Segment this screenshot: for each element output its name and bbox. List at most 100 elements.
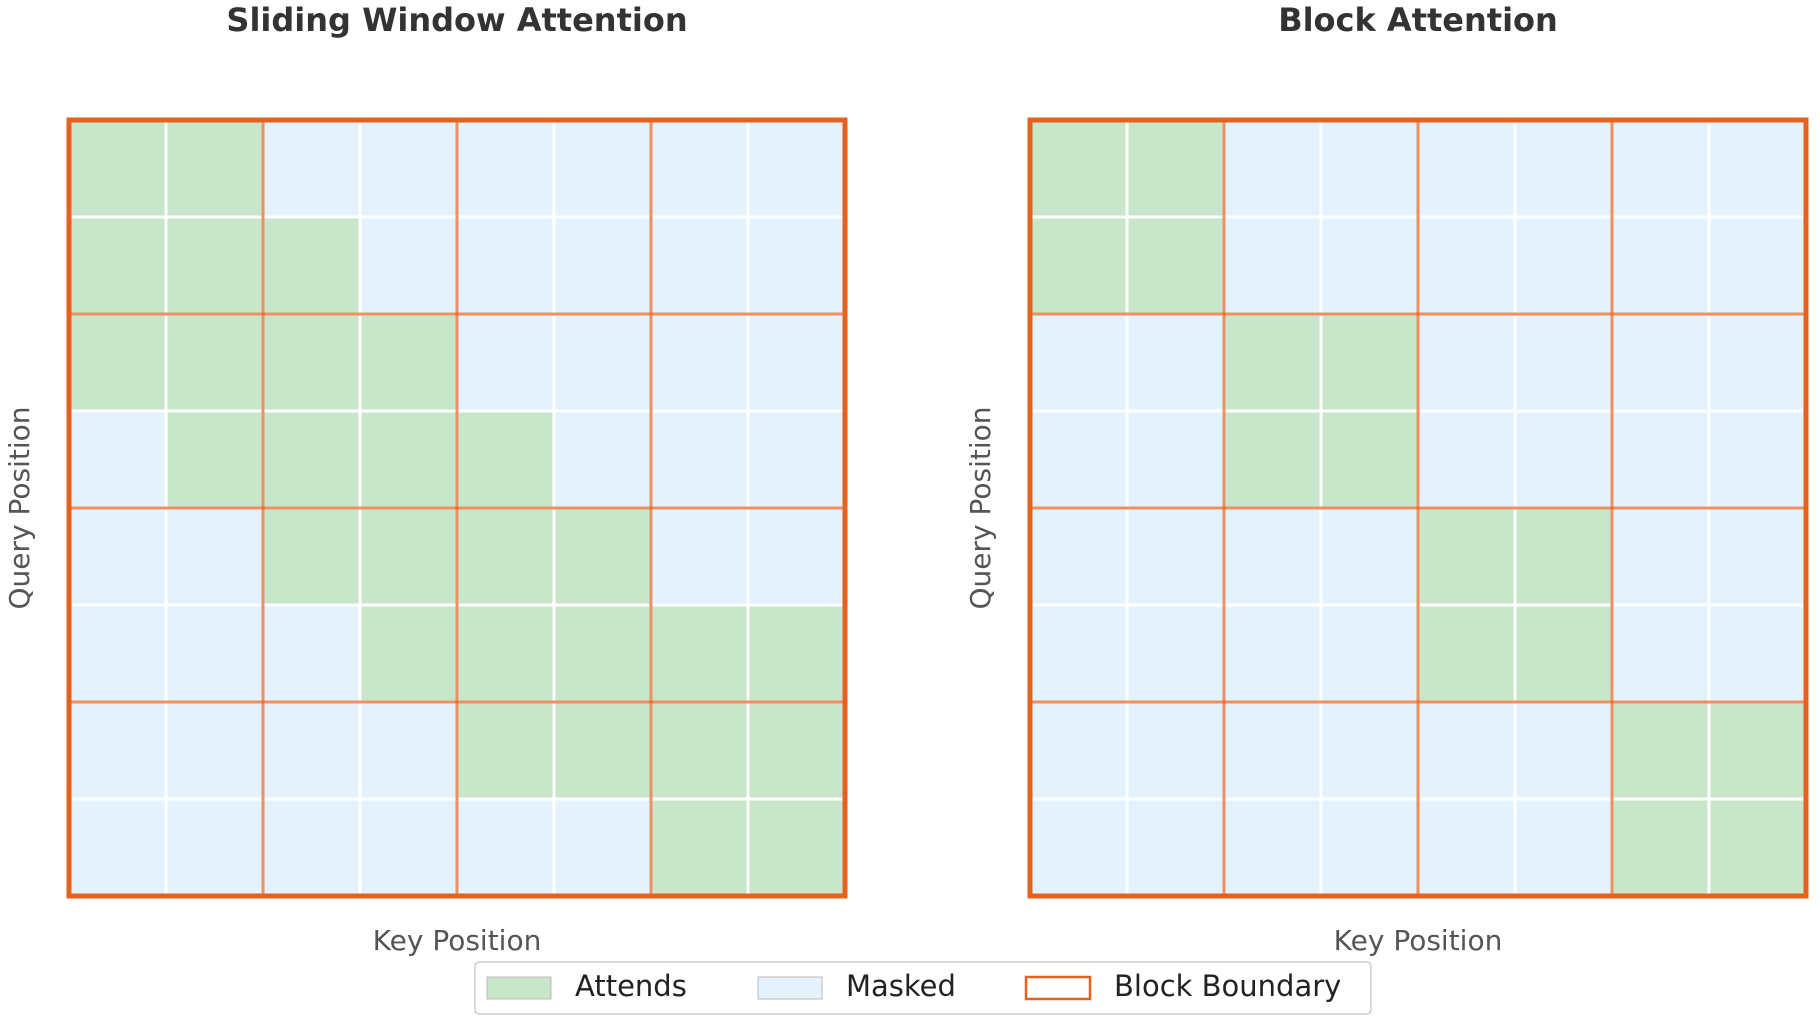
mask-cell — [164, 409, 265, 510]
legend-swatch — [757, 976, 823, 1000]
legend-swatch — [1024, 975, 1092, 1001]
mask-cell — [649, 506, 750, 607]
mask-cell — [746, 797, 847, 898]
mask-cell — [164, 118, 265, 219]
mask-cell — [1028, 797, 1129, 898]
mask-cell — [649, 603, 750, 704]
mask-cell — [1319, 409, 1420, 510]
panel: Sliding Window Attention Key Position Quer… — [3, 1, 848, 957]
mask-cell — [1222, 215, 1323, 316]
mask-cell — [1707, 312, 1808, 413]
legend: Attends Masked Block Boundary — [474, 961, 1372, 1015]
mask-cell — [1513, 118, 1614, 219]
mask-cell — [67, 312, 168, 413]
mask-cell — [1319, 215, 1420, 316]
mask-cell — [1319, 312, 1420, 413]
y-axis-label: Query Position — [964, 406, 997, 609]
mask-cell — [455, 312, 556, 413]
mask-cell — [1707, 506, 1808, 607]
mask-cell — [1513, 797, 1614, 898]
mask-cell — [1707, 700, 1808, 801]
grid-border — [1027, 117, 1809, 899]
mask-cell — [552, 603, 653, 704]
mask-cell — [1125, 409, 1226, 510]
mask-cell — [1125, 312, 1226, 413]
mask-cell — [1222, 312, 1323, 413]
mask-cell — [1319, 506, 1420, 607]
mask-cell — [552, 118, 653, 219]
mask-cell — [1125, 118, 1226, 219]
mask-cell — [1416, 215, 1517, 316]
mask-cell — [552, 700, 653, 801]
mask-cell — [1610, 700, 1711, 801]
mask-cell — [1610, 215, 1711, 316]
mask-cell — [358, 215, 459, 316]
mask-cell — [1319, 700, 1420, 801]
mask-cell — [67, 700, 168, 801]
y-axis-label: Query Position — [3, 406, 36, 609]
mask-cell — [164, 312, 265, 413]
mask-cell — [455, 215, 556, 316]
mask-cell — [1028, 506, 1129, 607]
mask-cell — [1125, 603, 1226, 704]
mask-cell — [552, 312, 653, 413]
panel-title: Sliding Window Attention — [226, 1, 687, 39]
mask-cell — [1222, 118, 1323, 219]
mask-cell — [455, 797, 556, 898]
mask-cell — [261, 797, 362, 898]
panel: Block Attention Key Position Query Positio… — [964, 1, 1809, 957]
mask-cell — [746, 603, 847, 704]
mask-cell — [1222, 603, 1323, 704]
mask-cell — [261, 409, 362, 510]
mask-cell — [261, 215, 362, 316]
mask-cell — [1028, 215, 1129, 316]
legend-label: Masked — [846, 969, 956, 1003]
mask-cell — [1416, 409, 1517, 510]
mask-cell — [1513, 603, 1614, 704]
mask-cell — [552, 215, 653, 316]
mask-cell — [746, 312, 847, 413]
mask-cell — [1222, 797, 1323, 898]
mask-cell — [358, 797, 459, 898]
x-axis-label: Key Position — [373, 924, 542, 957]
mask-cell — [649, 797, 750, 898]
mask-cell — [67, 603, 168, 704]
mask-cell — [1125, 506, 1226, 607]
mask-cell — [1416, 506, 1517, 607]
mask-cell — [1513, 700, 1614, 801]
mask-cell — [649, 312, 750, 413]
mask-cell — [1222, 409, 1323, 510]
mask-cell — [1513, 312, 1614, 413]
mask-cell — [1610, 797, 1711, 898]
mask-cell — [1707, 409, 1808, 510]
mask-cell — [1416, 700, 1517, 801]
legend-swatch — [486, 976, 552, 1000]
mask-cell — [1707, 215, 1808, 316]
mask-cell — [455, 409, 556, 510]
mask-cell — [455, 603, 556, 704]
mask-cell — [1513, 409, 1614, 510]
grid-border — [66, 117, 848, 899]
mask-cell — [1610, 312, 1711, 413]
mask-cell — [649, 215, 750, 316]
mask-cell — [1707, 603, 1808, 704]
mask-cell — [1610, 506, 1711, 607]
mask-cell — [552, 506, 653, 607]
mask-cell — [1125, 700, 1226, 801]
mask-cell — [455, 506, 556, 607]
mask-cell — [358, 409, 459, 510]
mask-cell — [1513, 215, 1614, 316]
mask-cell — [1125, 797, 1226, 898]
mask-cell — [1707, 797, 1808, 898]
mask-cell — [164, 700, 265, 801]
mask-cell — [1610, 603, 1711, 704]
mask-cell — [1513, 506, 1614, 607]
mask-cell — [746, 118, 847, 219]
mask-cell — [358, 700, 459, 801]
mask-cell — [1319, 603, 1420, 704]
mask-cell — [358, 312, 459, 413]
mask-cell — [67, 797, 168, 898]
mask-cell — [1028, 118, 1129, 219]
x-axis-label: Key Position — [1334, 924, 1503, 957]
